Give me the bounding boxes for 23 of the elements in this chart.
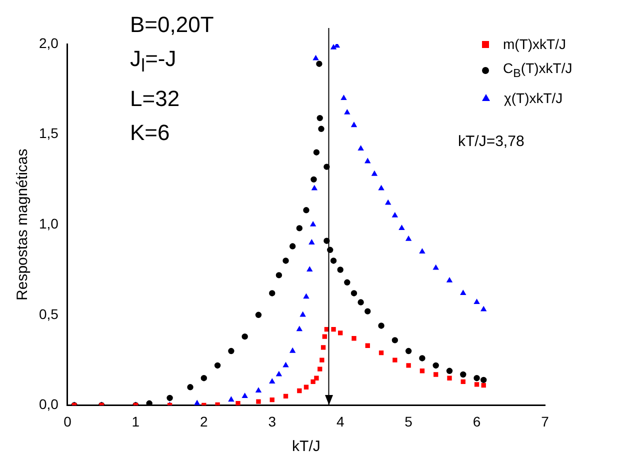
x-tick-label: 7 — [541, 413, 550, 430]
annotation: K=6 — [130, 119, 171, 148]
annotation: L=32 — [130, 85, 181, 114]
annotation: kT/J=3,78 — [458, 133, 524, 150]
x-tick-label: 0 — [64, 413, 72, 430]
y-tick-label: 1,5 — [38, 125, 59, 142]
y-tick-label: 2,0 — [38, 34, 59, 51]
y-axis-title: Respostas magnéticas — [14, 148, 32, 300]
annotation: J$_{l}$=-J — [130, 45, 178, 78]
y-tick-label: 0,5 — [38, 306, 59, 322]
x-tick-label: 6 — [472, 413, 481, 430]
legend-label: χ(T)xkT/J — [504, 88, 563, 108]
x-tick-label: 4 — [336, 413, 344, 430]
x-tick-label: 3 — [268, 413, 276, 430]
x-tick-label: 5 — [404, 413, 413, 430]
x-tick-label: 2 — [200, 413, 208, 430]
x-axis-title: kT/J — [292, 438, 320, 456]
legend-label: C$_{B}$(T)xkT/J — [503, 59, 572, 82]
text: B=0,20T — [130, 11, 214, 39]
legend-label: m(T)xkT/J — [503, 35, 566, 54]
x-tick-label: 1 — [132, 413, 140, 430]
y-tick-label: 0,0 — [38, 396, 59, 412]
y-tick-label: 1,0 — [38, 215, 59, 232]
